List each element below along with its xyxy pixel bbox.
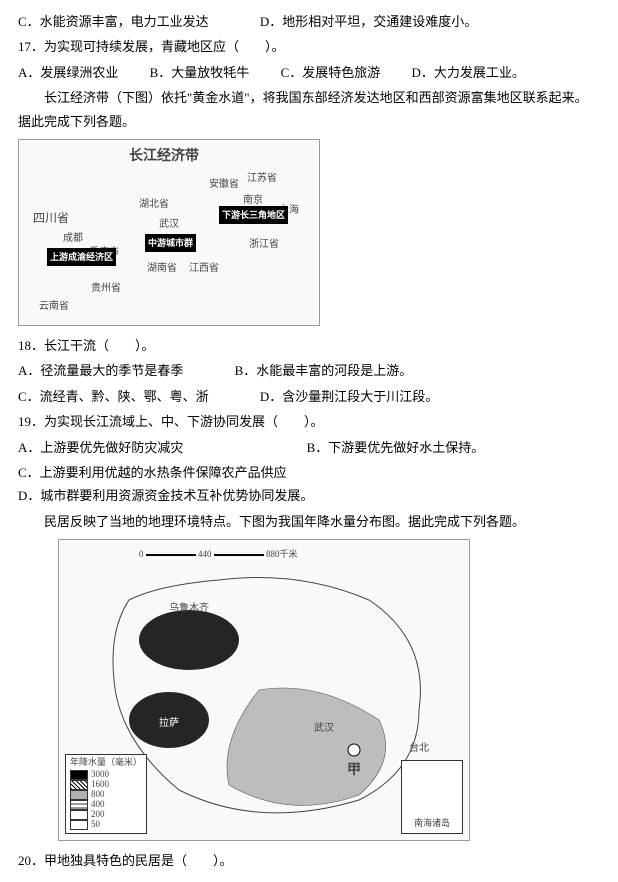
legend-label: 200 <box>91 810 105 820</box>
q18-row2: C．流经青、黔、陕、鄂、粤、浙 D．含沙量荆江段大于川江段。 <box>18 385 600 408</box>
legend-title: 年降水量（毫米） <box>70 758 142 768</box>
q19-row2: C．上游要利用优越的水热条件保障农产品供应 D．城市群要利用资源资金技术互补优势… <box>18 461 600 508</box>
scale-bar-1 <box>146 554 196 556</box>
legend-label: 3000 <box>91 770 109 780</box>
q18-row1: A．径流量最大的季节是春季 B．水能最丰富的河段是上游。 <box>18 359 600 382</box>
map1-label-jiangxi: 江西省 <box>189 260 219 278</box>
legend-swatch <box>70 800 88 810</box>
legend-swatch <box>70 790 88 800</box>
map2-city-wuhan: 武汉 <box>314 720 334 738</box>
q18-opt-d: D．含沙量荆江段大于川江段。 <box>260 385 438 408</box>
map2-scale: 0 440 880千米 <box>139 546 298 562</box>
legend-swatch <box>70 780 88 790</box>
map1-tag-lower: 下游长三角地区 <box>219 206 288 224</box>
legend-label: 800 <box>91 790 105 800</box>
scale-880: 880千米 <box>266 549 298 559</box>
map2-inset-label: 南海诸岛 <box>414 815 450 831</box>
map1-label-wuhan: 武汉 <box>159 216 179 234</box>
map1-label-hubei: 湖北省 <box>139 196 169 214</box>
q19-row1: A．上游要优先做好防灾减灾 B．下游要优先做好水土保持。 <box>18 436 600 459</box>
q17-opt-d: D．大力发展工业。 <box>411 61 524 84</box>
q18-stem: 18．长江干流（ ）。 <box>18 334 600 357</box>
legend-label: 400 <box>91 800 105 810</box>
map2-precip-china: 0 440 880千米 乌鲁木齐 拉萨 武汉 台北 甲 年降水量（毫米） 300… <box>58 539 470 841</box>
legend-label: 1600 <box>91 780 109 790</box>
q18-opt-a: A．径流量最大的季节是春季 <box>18 359 183 382</box>
scale-440: 440 <box>198 549 212 559</box>
map1-yangtze-econ-belt: 长江经济带 四川省 成都 重庆市 湖北省 武汉 安徽省 南京 上海 湖南省 江西… <box>18 139 320 326</box>
legend-row: 800 <box>70 790 142 800</box>
q18-opt-c: C．流经青、黔、陕、鄂、粤、浙 <box>18 385 209 408</box>
map2-legend: 年降水量（毫米） 3000160080040020050 <box>65 754 147 834</box>
passage1: 长江经济带（下图）依托"黄金水道"，将我国东部经济发达地区和西部资源富集地区联系… <box>18 86 600 133</box>
map1-label-yunnan: 云南省 <box>39 298 69 316</box>
q16-opt-d: D．地形相对平坦，交通建设难度小。 <box>260 10 477 33</box>
map2-city-lhasa: 拉萨 <box>159 715 179 733</box>
map1-tag-mid: 中游城市群 <box>145 234 196 252</box>
map1-label-anhui: 安徽省 <box>209 176 239 194</box>
map1-label-jiangsu: 江苏省 <box>247 170 277 188</box>
q16-options-cd: C．水能资源丰富，电力工业发达 D．地形相对平坦，交通建设难度小。 <box>18 10 600 33</box>
q19-opt-c: C．上游要利用优越的水热条件保障农产品供应 <box>18 461 287 484</box>
q17-options: A．发展绿洲农业 B．大量放牧牦牛 C．发展特色旅游 D．大力发展工业。 <box>18 61 600 84</box>
legend-row: 50 <box>70 820 142 830</box>
map1-label-zhejiang: 浙江省 <box>249 236 279 254</box>
map1-label-hunan: 湖南省 <box>147 260 177 278</box>
map1-label-chengdu: 成都 <box>63 230 83 248</box>
passage2: 民居反映了当地的地理环境特点。下图为我国年降水量分布图。据此完成下列各题。 <box>18 510 600 533</box>
q16-opt-c: C．水能资源丰富，电力工业发达 <box>18 10 209 33</box>
map2-city-urumqi: 乌鲁木齐 <box>169 600 209 618</box>
q19-stem: 19．为实现长江流域上、中、下游协同发展（ ）。 <box>18 410 600 433</box>
map1-label-guizhou: 贵州省 <box>91 280 121 298</box>
map2-inset: 南海诸岛 <box>401 760 463 834</box>
q19-opt-d: D．城市群要利用资源资金技术互补优势协同发展。 <box>18 484 313 507</box>
map2-city-taibei: 台北 <box>409 740 429 758</box>
scale-bar-2 <box>214 554 264 556</box>
legend-row: 1600 <box>70 780 142 790</box>
legend-label: 50 <box>91 820 100 830</box>
q17-opt-a: A．发展绿洲农业 <box>18 61 118 84</box>
q17-opt-c: C．发展特色旅游 <box>281 61 381 84</box>
q17-opt-b: B．大量放牧牦牛 <box>150 61 250 84</box>
legend-swatch <box>70 820 88 830</box>
q19-opt-a: A．上游要优先做好防灾减灾 <box>18 436 183 459</box>
legend-row: 400 <box>70 800 142 810</box>
q18-opt-b: B．水能最丰富的河段是上游。 <box>235 359 413 382</box>
q19-opt-b: B．下游要优先做好水土保持。 <box>307 436 485 459</box>
legend-row: 3000 <box>70 770 142 780</box>
legend-swatch <box>70 810 88 820</box>
legend-row: 200 <box>70 810 142 820</box>
map1-tag-upper: 上游成渝经济区 <box>47 248 116 266</box>
map1-label-sichuan: 四川省 <box>33 208 69 230</box>
q17-stem: 17．为实现可持续发展，青藏地区应（ ）。 <box>18 35 600 58</box>
q20-stem: 20．甲地独具特色的民居是（ ）。 <box>18 849 600 872</box>
map1-title: 长江经济带 <box>129 144 199 169</box>
scale-0: 0 <box>139 549 144 559</box>
legend-swatch <box>70 770 88 780</box>
